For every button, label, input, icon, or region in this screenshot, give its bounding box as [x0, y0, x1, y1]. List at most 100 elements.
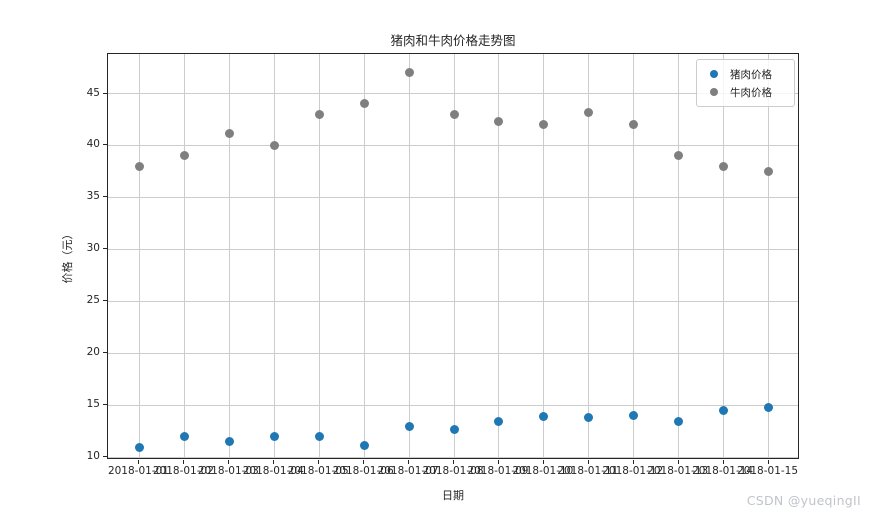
- data-point-牛肉价格: [224, 128, 234, 138]
- data-point-猪肉价格: [269, 432, 279, 442]
- x-tick-mark: [767, 460, 769, 464]
- x-tick-mark: [183, 460, 185, 464]
- grid-line-horizontal: [108, 196, 798, 198]
- x-tick-label: 2018-01-09: [467, 465, 529, 477]
- y-tick-mark: [103, 196, 107, 198]
- legend-entry-label: 猪肉价格: [730, 68, 772, 81]
- x-tick-mark: [587, 460, 589, 464]
- grid-line-vertical: [363, 54, 365, 458]
- x-tick-mark: [542, 460, 544, 464]
- data-point-猪肉价格: [449, 424, 459, 434]
- grid-line-vertical: [498, 54, 500, 458]
- data-point-猪肉价格: [674, 416, 684, 426]
- grid-line-horizontal: [108, 144, 798, 146]
- x-tick-mark: [408, 460, 410, 464]
- data-point-牛肉价格: [134, 161, 144, 171]
- data-point-牛肉价格: [269, 140, 279, 150]
- data-point-猪肉价格: [359, 441, 369, 451]
- x-tick-label: 2018-01-15: [737, 465, 799, 477]
- data-point-牛肉价格: [494, 117, 504, 127]
- x-tick-label: 2018-01-01: [107, 465, 169, 477]
- x-tick-mark: [273, 460, 275, 464]
- x-tick-mark: [677, 460, 679, 464]
- x-tick-label: 2018-01-04: [242, 465, 304, 477]
- y-tick-label: 25: [86, 294, 100, 307]
- data-point-牛肉价格: [584, 107, 594, 117]
- data-point-牛肉价格: [179, 151, 189, 161]
- y-tick-mark: [103, 248, 107, 250]
- x-tick-mark: [497, 460, 499, 464]
- legend-entry: 牛肉价格: [697, 83, 794, 101]
- data-point-牛肉价格: [674, 151, 684, 161]
- y-tick-label: 35: [86, 190, 100, 203]
- data-point-牛肉价格: [764, 166, 774, 176]
- data-point-牛肉价格: [629, 120, 639, 130]
- y-tick-label: 30: [86, 242, 100, 255]
- x-tick-label: 2018-01-05: [287, 465, 349, 477]
- y-tick-label: 10: [86, 450, 100, 463]
- data-point-猪肉价格: [134, 442, 144, 452]
- legend-entry-label: 牛肉价格: [730, 86, 772, 99]
- x-tick-mark: [722, 460, 724, 464]
- data-point-猪肉价格: [584, 413, 594, 423]
- data-point-猪肉价格: [494, 416, 504, 426]
- grid-line-vertical: [588, 54, 590, 458]
- grid-line-vertical: [723, 54, 725, 458]
- y-tick-mark: [103, 404, 107, 406]
- y-tick-label: 15: [86, 398, 100, 411]
- grid-line-horizontal: [108, 248, 798, 250]
- x-axis-label: 日期: [442, 489, 464, 502]
- x-tick-label: 2018-01-02: [152, 465, 214, 477]
- x-tick-mark: [138, 460, 140, 464]
- grid-line-vertical: [408, 54, 410, 458]
- x-tick-label: 2018-01-06: [332, 465, 394, 477]
- x-tick-label: 2018-01-14: [692, 465, 754, 477]
- y-tick-label: 40: [86, 138, 100, 151]
- x-tick-label: 2018-01-11: [557, 465, 619, 477]
- watermark: CSDN @yueqingII: [746, 493, 861, 508]
- y-tick-label: 20: [86, 346, 100, 359]
- grid-line-vertical: [453, 54, 455, 458]
- grid-line-horizontal: [108, 93, 798, 94]
- y-tick-mark: [103, 352, 107, 354]
- data-point-牛肉价格: [314, 109, 324, 119]
- y-tick-mark: [103, 144, 107, 146]
- legend-marker-icon: [710, 70, 718, 78]
- grid-line-horizontal: [108, 300, 798, 302]
- grid-line-vertical: [138, 54, 140, 458]
- x-tick-mark: [228, 460, 230, 464]
- y-tick-mark: [103, 456, 107, 458]
- plot-area: 猪肉价格 牛肉价格: [107, 53, 799, 459]
- grid-line-horizontal: [108, 352, 798, 354]
- grid-line-horizontal: [108, 456, 798, 458]
- y-axis-label: 价格（元）: [61, 228, 74, 284]
- grid-line-horizontal: [108, 404, 798, 406]
- x-tick-mark: [453, 460, 454, 464]
- data-point-猪肉价格: [224, 437, 234, 447]
- x-tick-mark: [318, 460, 320, 464]
- data-point-猪肉价格: [764, 402, 774, 412]
- legend-marker-icon: [710, 88, 718, 96]
- legend: 猪肉价格 牛肉价格: [696, 59, 795, 107]
- data-point-猪肉价格: [179, 432, 189, 442]
- data-point-牛肉价格: [719, 161, 729, 171]
- data-point-牛肉价格: [449, 109, 459, 119]
- x-tick-label: 2018-01-10: [512, 465, 574, 477]
- grid-line-vertical: [633, 54, 635, 458]
- data-point-牛肉价格: [404, 68, 414, 78]
- x-tick-label: 2018-01-03: [197, 465, 259, 477]
- x-tick-mark: [363, 460, 365, 464]
- legend-entry: 猪肉价格: [697, 65, 794, 83]
- chart-title: 猪肉和牛肉价格走势图: [390, 33, 516, 48]
- data-point-猪肉价格: [629, 411, 639, 421]
- data-point-牛肉价格: [359, 99, 369, 109]
- data-point-猪肉价格: [404, 421, 414, 431]
- y-tick-mark: [103, 300, 107, 302]
- grid-line-vertical: [228, 54, 230, 458]
- y-tick-mark: [103, 92, 107, 94]
- x-tick-label: 2018-01-07: [377, 465, 439, 477]
- y-tick-label: 45: [86, 86, 100, 99]
- data-point-猪肉价格: [719, 406, 729, 416]
- x-tick-label: 2018-01-13: [647, 465, 709, 477]
